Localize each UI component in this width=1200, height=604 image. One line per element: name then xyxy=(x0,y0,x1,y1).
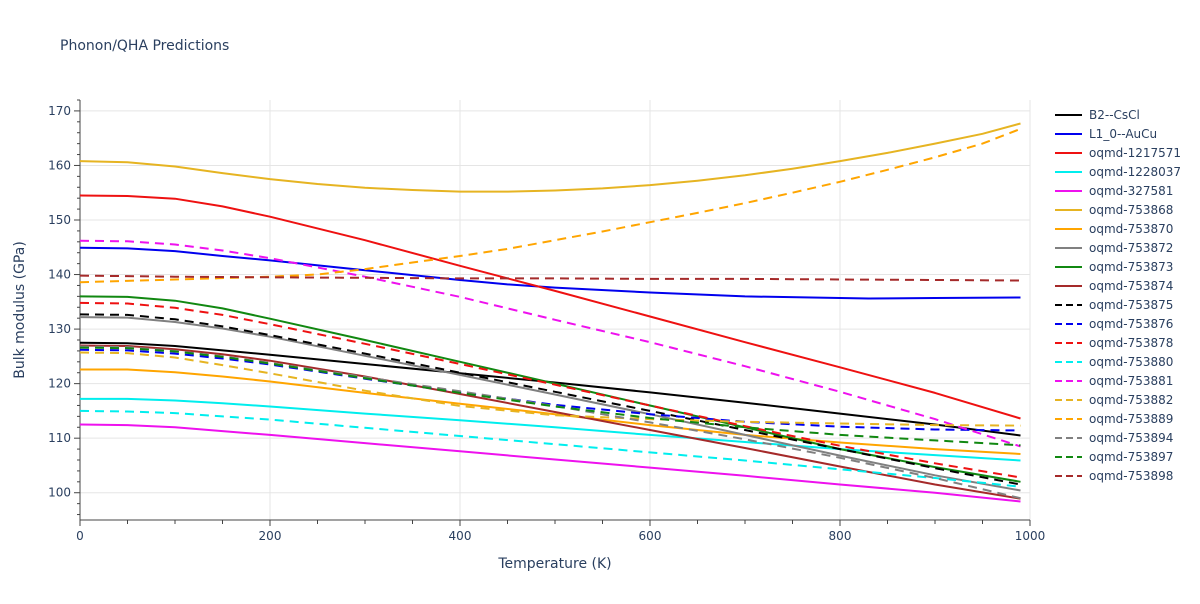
series-line-B2--CsCl xyxy=(79,341,1021,437)
x-tick-label: 1000 xyxy=(1015,529,1046,543)
series-line-oqmd-753878 xyxy=(79,301,1021,479)
legend-label: oqmd-753898 xyxy=(1089,469,1173,483)
legend-label: oqmd-753876 xyxy=(1089,317,1173,331)
legend-item[interactable]: oqmd-753889 xyxy=(1055,412,1173,426)
series-line-oqmd-753889 xyxy=(79,127,1021,284)
y-tick-label: 120 xyxy=(48,377,71,391)
legend-item[interactable]: oqmd-753880 xyxy=(1055,355,1173,369)
legend-item[interactable]: oqmd-753872 xyxy=(1055,241,1173,255)
legend-label: oqmd-753889 xyxy=(1089,412,1173,426)
series-line-oqmd-753872 xyxy=(79,316,1021,492)
series-line-oqmd-1217571 xyxy=(79,194,1021,420)
series-line-oqmd-753875 xyxy=(79,313,1021,486)
legend-label: oqmd-753880 xyxy=(1089,355,1173,369)
series-lines xyxy=(79,122,1021,503)
y-tick-label: 130 xyxy=(48,322,71,336)
series-line-oqmd-753868 xyxy=(79,122,1021,193)
series-line-oqmd-1228037 xyxy=(80,397,1021,462)
legend-label: oqmd-753894 xyxy=(1089,431,1173,445)
legend-item[interactable]: oqmd-753875 xyxy=(1055,298,1173,312)
legend[interactable]: B2--CsCl L1_0--AuCu oqmd-1217571 oqmd-12280… xyxy=(1055,108,1181,483)
series-line-oqmd-753880 xyxy=(79,409,1021,488)
legend-item[interactable]: oqmd-753870 xyxy=(1055,222,1173,236)
axes: 0 200 400 600 800 1000 100 110 120 130 140 150 160 17… xyxy=(48,99,1046,543)
legend-item[interactable]: oqmd-1228037 xyxy=(1055,165,1181,179)
y-tick-label: 110 xyxy=(48,431,71,445)
series-line-oqmd-753894 xyxy=(79,345,1021,500)
legend-label: oqmd-753875 xyxy=(1089,298,1173,312)
legend-item[interactable]: B2--CsCl xyxy=(1055,108,1140,122)
legend-item[interactable]: oqmd-753882 xyxy=(1055,393,1173,407)
series-line-oqmd-753874 xyxy=(79,344,1021,500)
legend-label: oqmd-753878 xyxy=(1089,336,1173,350)
legend-item[interactable]: oqmd-753898 xyxy=(1055,469,1173,483)
legend-label: oqmd-753872 xyxy=(1089,241,1173,255)
legend-item[interactable]: oqmd-753876 xyxy=(1055,317,1173,331)
legend-label: oqmd-753874 xyxy=(1089,279,1173,293)
legend-label: oqmd-753882 xyxy=(1089,393,1173,407)
legend-label: oqmd-753870 xyxy=(1089,222,1173,236)
legend-label: L1_0--AuCu xyxy=(1089,127,1157,141)
legend-label: oqmd-753868 xyxy=(1089,203,1173,217)
legend-item[interactable]: oqmd-753878 xyxy=(1055,336,1173,350)
y-tick-label: 100 xyxy=(48,486,71,500)
series-line-oqmd-753881 xyxy=(79,239,1021,448)
legend-item[interactable]: oqmd-327581 xyxy=(1055,184,1173,198)
legend-item[interactable]: oqmd-753868 xyxy=(1055,203,1173,217)
series-line-oqmd-753898 xyxy=(79,274,1021,282)
legend-item[interactable]: oqmd-753873 xyxy=(1055,260,1173,274)
legend-label: oqmd-753873 xyxy=(1089,260,1173,274)
y-tick-label: 160 xyxy=(48,158,71,172)
series-line-oqmd-327581 xyxy=(79,423,1021,503)
legend-item[interactable]: oqmd-753874 xyxy=(1055,279,1173,293)
legend-label: oqmd-1228037 xyxy=(1089,165,1181,179)
series-line-oqmd-753882 xyxy=(79,351,1021,427)
x-tick-label: 800 xyxy=(829,529,852,543)
legend-item[interactable]: oqmd-753881 xyxy=(1055,374,1173,388)
x-tick-label: 0 xyxy=(76,529,84,543)
y-tick-label: 170 xyxy=(48,104,71,118)
y-tick-label: 140 xyxy=(48,268,71,282)
chart-title: Phonon/QHA Predictions xyxy=(60,38,229,54)
legend-label: oqmd-753881 xyxy=(1089,374,1173,388)
grid xyxy=(79,100,1031,520)
x-axis-title: Temperature (K) xyxy=(497,556,611,572)
series-line-L1_0--AuCu xyxy=(79,246,1021,300)
legend-item[interactable]: oqmd-1217571 xyxy=(1055,146,1181,160)
legend-item[interactable]: oqmd-753894 xyxy=(1055,431,1173,445)
legend-label: oqmd-327581 xyxy=(1089,184,1173,198)
legend-label: oqmd-753897 xyxy=(1089,450,1173,464)
y-tick-label: 150 xyxy=(48,213,71,227)
legend-item[interactable]: oqmd-753897 xyxy=(1055,450,1173,464)
legend-label: oqmd-1217571 xyxy=(1089,146,1181,160)
x-tick-label: 400 xyxy=(449,529,472,543)
x-tick-label: 200 xyxy=(259,529,282,543)
x-tick-label: 600 xyxy=(639,529,662,543)
series-line-oqmd-753897 xyxy=(79,346,1021,447)
legend-item[interactable]: L1_0--AuCu xyxy=(1055,127,1157,141)
legend-label: B2--CsCl xyxy=(1089,108,1140,122)
series-line-oqmd-753870 xyxy=(80,368,1021,455)
y-axis-title: Bulk modulus (GPa) xyxy=(12,241,28,379)
